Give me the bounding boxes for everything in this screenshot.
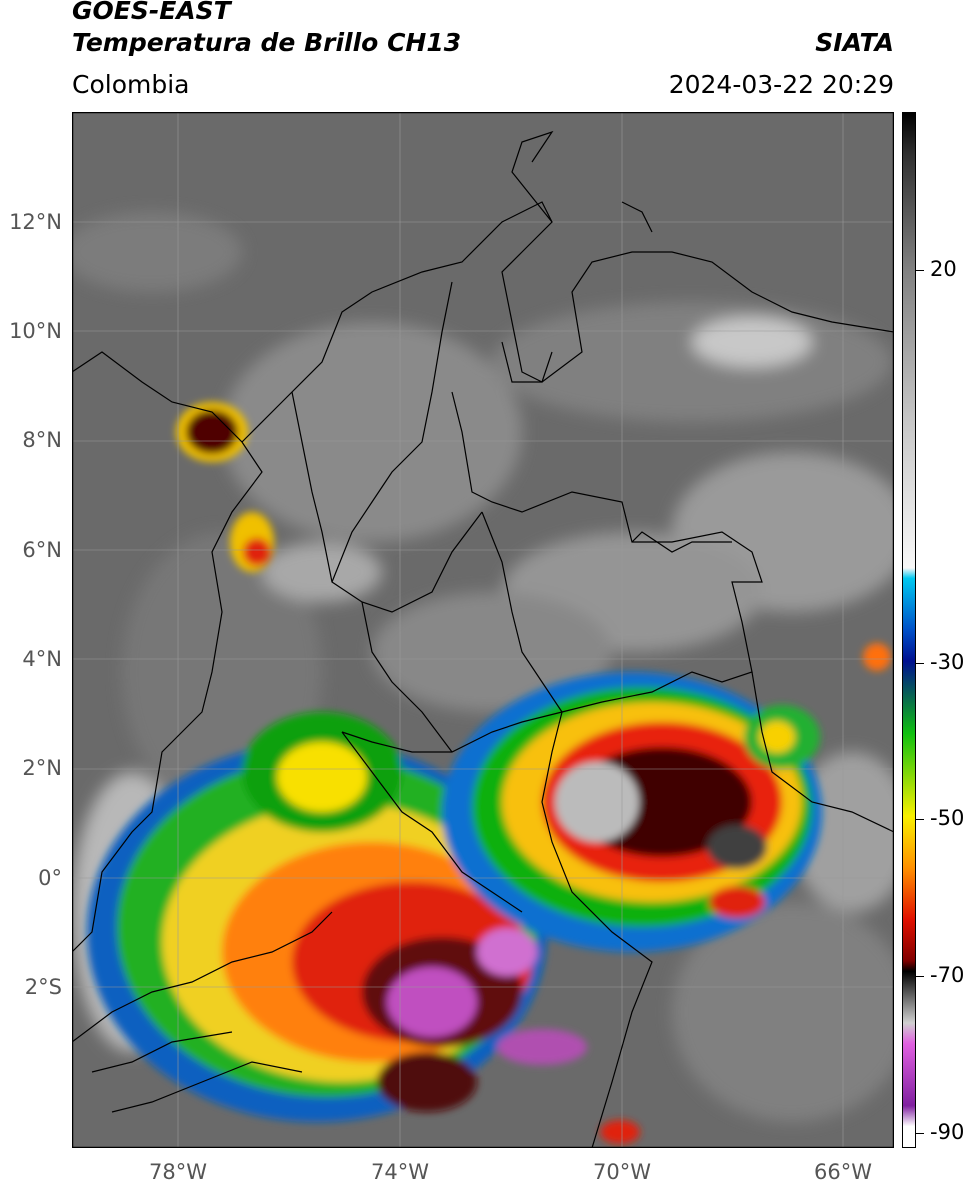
map-frame <box>72 112 894 1148</box>
agency-label: SIATA <box>815 28 894 57</box>
lat-label: 0° <box>38 866 62 890</box>
cloud-texture <box>72 212 894 1122</box>
satellite-title: GOES-EAST <box>72 0 231 25</box>
borders-coastline <box>72 130 894 1148</box>
lat-label: 6°N <box>22 538 62 562</box>
lon-label: 74°W <box>371 1160 429 1184</box>
lat-label: 4°N <box>22 647 62 671</box>
colorbar-tick <box>916 1133 924 1134</box>
map-canvas <box>72 112 894 1148</box>
colorbar-tick <box>916 976 924 977</box>
colorbar-label: -50 <box>930 806 965 830</box>
lat-label: 8°N <box>22 428 62 452</box>
lon-label: 70°W <box>593 1160 651 1184</box>
colorbar-tick <box>916 270 924 271</box>
lat-label: 10°N <box>9 319 62 343</box>
datetime-label: 2024-03-22 20:29 <box>668 70 894 99</box>
product-title: Temperatura de Brillo CH13 <box>72 28 462 57</box>
lat-label: 2°N <box>22 756 62 780</box>
lon-label: 66°W <box>814 1160 872 1184</box>
region-label: Colombia <box>72 70 190 99</box>
convective-storm-cells <box>87 402 891 1144</box>
colorbar-tick <box>916 663 924 664</box>
colorbar-label: -30 <box>930 650 965 674</box>
colorbar-label: -90 <box>930 1120 965 1144</box>
lat-label: 12°N <box>9 210 62 234</box>
colorbar-label: 20 <box>930 257 957 281</box>
graticule <box>72 112 894 1148</box>
colorbar <box>902 112 916 1148</box>
lon-label: 78°W <box>149 1160 207 1184</box>
satellite-map[interactable] <box>72 112 894 1148</box>
colorbar-tick <box>916 819 924 820</box>
lat-label: 2°S <box>24 975 62 999</box>
colorbar-label: -70 <box>930 963 965 987</box>
